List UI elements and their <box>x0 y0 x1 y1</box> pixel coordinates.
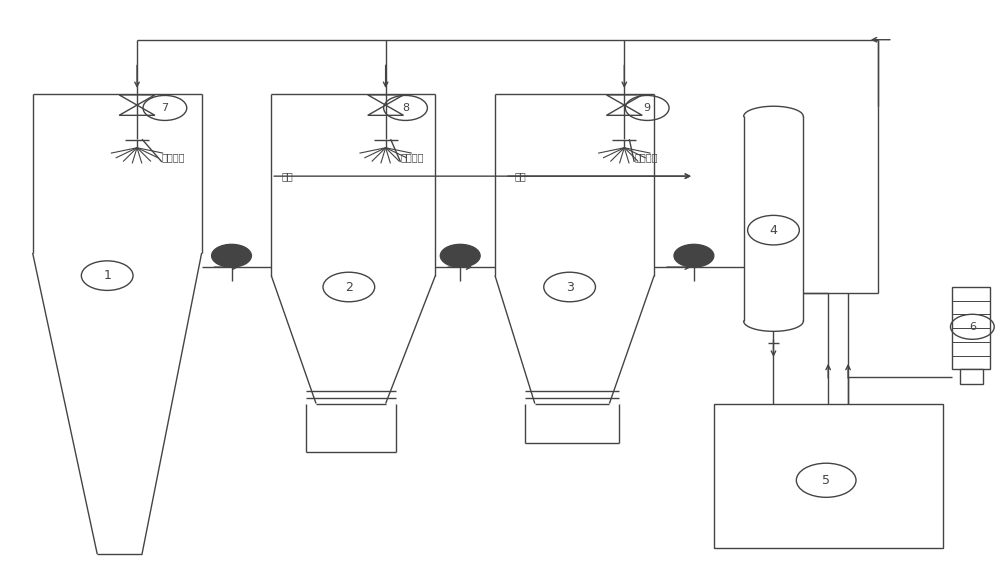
Circle shape <box>440 245 480 267</box>
Text: 6: 6 <box>969 322 976 332</box>
Bar <box>714 404 943 549</box>
Text: 2: 2 <box>345 281 353 293</box>
Text: 8: 8 <box>402 103 409 113</box>
Text: T₃: T₃ <box>689 251 699 261</box>
Bar <box>960 370 983 383</box>
Text: 氮气: 氮气 <box>281 171 293 181</box>
Text: T₁: T₁ <box>227 251 236 261</box>
Bar <box>952 287 990 370</box>
Text: 氮气: 氮气 <box>515 171 527 181</box>
Text: 3: 3 <box>566 281 574 293</box>
Circle shape <box>212 245 251 267</box>
Text: 5: 5 <box>822 474 830 487</box>
Circle shape <box>674 245 714 267</box>
Text: 雾化唷嘴: 雾化唷嘴 <box>634 152 658 162</box>
Text: T₂: T₂ <box>455 251 465 261</box>
Text: 7: 7 <box>161 103 168 113</box>
Text: 雾化唷嘴: 雾化唷嘴 <box>162 152 185 162</box>
Text: 雾化唷嘴: 雾化唷嘴 <box>401 152 424 162</box>
Text: 1: 1 <box>103 269 111 282</box>
Text: 9: 9 <box>644 103 651 113</box>
Text: 4: 4 <box>770 224 777 236</box>
